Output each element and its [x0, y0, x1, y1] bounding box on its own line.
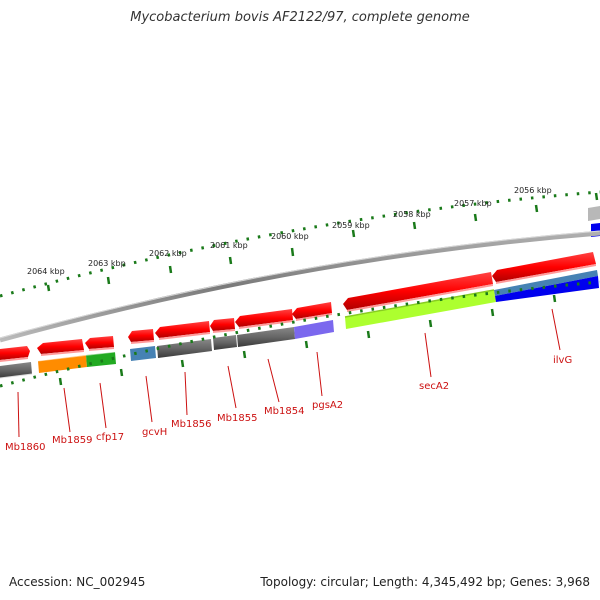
- gene-label-gcvh: gcvH: [142, 427, 167, 438]
- inner-major-tick: [242, 350, 247, 359]
- scale-major-tick: [46, 284, 51, 292]
- scale-major-tick: [534, 204, 539, 213]
- gene-arrow-seca2: [343, 272, 493, 310]
- gene-arrow-mb1859: [37, 339, 84, 354]
- map-title: Mycobacterium bovis AF2122/97, complete …: [130, 10, 470, 25]
- gene-label-cfp17: cfp17: [96, 432, 124, 443]
- topology-text: Topology: circular; Length: 4,345,492 bp…: [260, 575, 590, 589]
- gene-labels: Mb1860 Mb1859 cfp17 gcvH Mb1856 Mb1855 M…: [5, 355, 572, 453]
- inner-major-tick: [304, 340, 309, 349]
- gene-arrow-ilvg: [492, 252, 596, 282]
- genome-backbone: [0, 230, 600, 343]
- cog-block-pgsa2: [294, 320, 334, 339]
- inner-scale: [0, 280, 600, 388]
- scale-major-tick: [594, 192, 599, 201]
- scale-major-tick: [228, 256, 233, 265]
- scale-major-tick: [290, 247, 295, 257]
- scale-label-2063: 2063 kbp: [88, 259, 126, 268]
- gene-label-mb1856: Mb1856: [171, 419, 211, 430]
- scale-label-2057: 2057 kbp: [454, 199, 492, 208]
- inner-major-tick: [366, 330, 371, 339]
- cog-block-mb1860: [0, 362, 32, 378]
- cog-block-seca2: [345, 290, 496, 329]
- scale-major-tick: [351, 229, 356, 238]
- cog-category-ring: [0, 270, 599, 379]
- gene-arrow-mb1856: [155, 321, 210, 338]
- scale-label-2064: 2064 kbp: [27, 267, 65, 276]
- gene-arrow-mb1860: [0, 346, 30, 360]
- gene-arrow-mb1854: [235, 309, 293, 327]
- scale-major-tick: [168, 265, 173, 274]
- inner-major-tick: [490, 308, 495, 317]
- gene-arrow-gcvh: [128, 329, 154, 342]
- accession-text: Accession: NC_002945: [9, 575, 146, 589]
- cog-block-cfp17: [86, 352, 116, 367]
- gene-arrow-mb1855: [210, 318, 235, 331]
- cog-block-ilvg: [495, 276, 599, 302]
- gene-label-seca2: secA2: [419, 381, 449, 392]
- scale-major-tick: [473, 213, 478, 222]
- scale-label-2056: 2056 kbp: [514, 186, 552, 195]
- gene-arrow-cfp17: [85, 336, 114, 349]
- scale-major-tick: [412, 221, 417, 230]
- scale-label-2061: 2061 kbp: [210, 241, 248, 250]
- gene-label-mb1855: Mb1855: [217, 413, 257, 424]
- gene-label-pgsa2: pgsA2: [312, 400, 343, 411]
- gene-label-mb1859: Mb1859: [52, 435, 92, 446]
- gene-arrow-pgsa2: [292, 302, 332, 319]
- gene-label-ilvg: ilvG: [553, 355, 572, 366]
- scale-label-2058: 2058 kbp: [393, 210, 431, 219]
- forward-strand-genes: [0, 252, 596, 362]
- cog-block-mb1855: [213, 335, 237, 350]
- inner-major-tick: [119, 368, 124, 377]
- inner-major-tick: [180, 359, 185, 368]
- cog-block-mb1856: [157, 339, 212, 358]
- outer-scale: 2064 kbp 2063 kbp 2062 kbp 2061 kbp 2060…: [0, 186, 600, 298]
- feature-gray-edge: [588, 206, 600, 221]
- scale-label-2062: 2062 kbp: [149, 249, 187, 258]
- scale-major-tick: [106, 276, 111, 285]
- cog-block-mb1854: [237, 327, 295, 347]
- inner-major-tick: [58, 377, 63, 386]
- label-leader-lines: [17, 308, 561, 438]
- gene-label-mb1854: Mb1854: [264, 406, 304, 417]
- cog-block-gcvh: [130, 346, 156, 361]
- inner-major-tick: [428, 319, 433, 328]
- scale-label-2060: 2060 kbp: [271, 232, 309, 241]
- scale-label-2059: 2059 kbp: [332, 221, 370, 230]
- gene-label-mb1860: Mb1860: [5, 442, 45, 453]
- inner-major-tick: [552, 294, 557, 303]
